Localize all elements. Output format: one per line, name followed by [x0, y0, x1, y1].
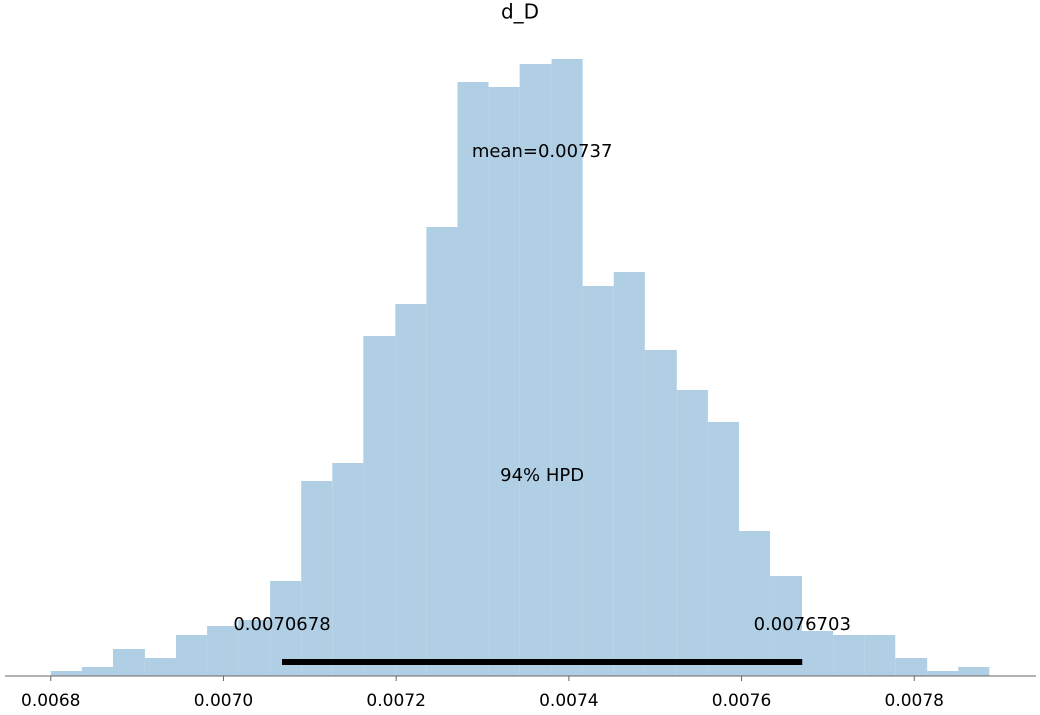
bar — [207, 626, 239, 676]
bar — [895, 658, 928, 676]
bar — [551, 59, 583, 676]
bar — [613, 272, 645, 676]
bar — [864, 635, 896, 676]
bar — [801, 631, 834, 676]
bar — [81, 667, 113, 676]
bar — [958, 667, 990, 676]
x-tick-label: 0.0078 — [885, 691, 944, 711]
x-tick-label: 0.0076 — [712, 691, 771, 711]
hpd-lower-label: 0.0070678 — [233, 614, 330, 635]
bar — [457, 82, 489, 676]
bar — [707, 422, 739, 676]
bar — [927, 671, 959, 676]
bar — [144, 658, 176, 676]
bar — [426, 227, 458, 676]
bar — [363, 336, 396, 676]
bar — [738, 531, 771, 676]
bar — [238, 620, 271, 676]
bar — [488, 87, 520, 676]
bar — [395, 304, 427, 676]
bar — [112, 649, 145, 676]
bar — [644, 350, 677, 676]
bar — [301, 481, 333, 676]
bar — [50, 671, 82, 676]
hpd-annotation: 94% HPD — [500, 465, 584, 486]
x-tick-label: 0.0068 — [21, 691, 80, 711]
x-tick-label: 0.0070 — [194, 691, 253, 711]
x-tick-label: 0.0074 — [539, 691, 598, 711]
bar — [332, 463, 364, 676]
bar — [175, 635, 208, 676]
x-tick-label: 0.0072 — [366, 691, 425, 711]
bar — [833, 635, 865, 676]
hpd-upper-label: 0.0076703 — [754, 614, 851, 635]
chart-title: d_D — [501, 0, 539, 24]
mean-annotation: mean=0.00737 — [472, 141, 613, 162]
bar — [676, 390, 708, 676]
bar — [519, 64, 552, 676]
bar — [582, 286, 614, 676]
